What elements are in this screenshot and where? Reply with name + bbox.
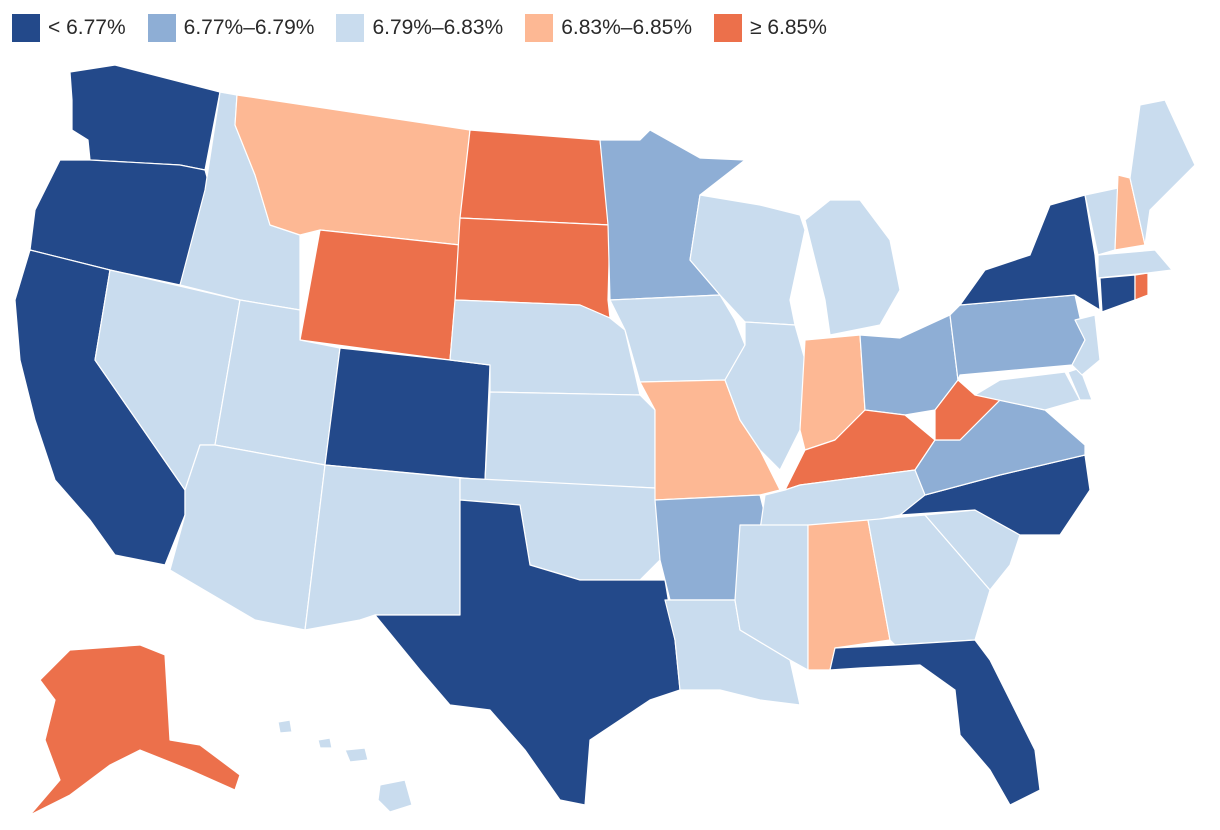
state-il[interactable] <box>724 321 806 471</box>
legend-label: 6.77%–6.79% <box>183 16 315 39</box>
state-ks[interactable] <box>484 391 656 489</box>
state-nm[interactable] <box>304 464 461 631</box>
legend-item-679-683: 6.79%–6.83% <box>336 14 503 42</box>
state-hi-2[interactable] <box>317 737 333 749</box>
state-mi[interactable] <box>804 199 901 336</box>
legend-swatch <box>714 14 742 42</box>
state-wy[interactable] <box>299 229 461 361</box>
legend-swatch <box>12 14 40 42</box>
state-nd[interactable] <box>459 129 611 226</box>
legend-swatch <box>147 14 176 42</box>
state-ny[interactable] <box>959 194 1101 311</box>
legend-item-683-685: 6.83%–6.85% <box>525 14 692 42</box>
legend-item-677-679: 6.77%–6.79% <box>147 14 315 42</box>
state-tx[interactable] <box>374 499 681 806</box>
state-hi-4[interactable] <box>377 779 413 813</box>
legend-label: 6.83%–6.85% <box>561 16 692 39</box>
legend-item-lt-677: < 6.77% <box>12 14 126 42</box>
legend-label: < 6.77% <box>48 16 126 39</box>
legend-label: ≥ 6.85% <box>750 16 827 39</box>
state-nj[interactable] <box>1071 314 1101 376</box>
state-wa[interactable] <box>69 64 221 171</box>
state-ak[interactable] <box>29 644 241 816</box>
state-md[interactable] <box>974 371 1081 411</box>
state-ri[interactable] <box>1134 272 1149 301</box>
state-hi-1[interactable] <box>277 719 293 734</box>
legend-swatch <box>336 14 365 42</box>
state-me[interactable] <box>1129 99 1196 246</box>
state-co[interactable] <box>324 347 491 481</box>
state-hi-3[interactable] <box>344 747 369 763</box>
legend: < 6.77% 6.77%–6.79% 6.79%–6.83% 6.83%–6.… <box>12 12 827 44</box>
state-ma[interactable] <box>1097 249 1173 279</box>
state-ct[interactable] <box>1099 274 1136 313</box>
state-az[interactable] <box>169 444 326 631</box>
state-wi[interactable] <box>689 194 806 326</box>
legend-label: 6.79%–6.83% <box>372 16 504 39</box>
state-mt[interactable] <box>234 94 471 246</box>
legend-swatch <box>525 14 554 42</box>
state-pa[interactable] <box>949 294 1086 381</box>
legend-item-ge-685: ≥ 6.85% <box>714 14 827 42</box>
state-fl[interactable] <box>829 639 1041 806</box>
